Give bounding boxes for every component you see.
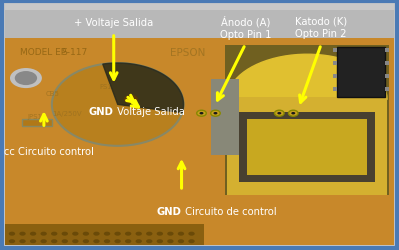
Text: JPS1: JPS1 (27, 113, 42, 119)
Circle shape (197, 111, 206, 117)
Circle shape (115, 232, 121, 236)
Circle shape (72, 232, 79, 236)
Circle shape (124, 96, 138, 104)
Circle shape (146, 239, 152, 243)
Circle shape (188, 239, 195, 243)
Circle shape (51, 239, 57, 243)
Circle shape (275, 111, 284, 117)
Bar (385, 49, 389, 52)
Text: GND: GND (157, 206, 182, 216)
Circle shape (61, 232, 68, 236)
Circle shape (125, 232, 131, 236)
Bar (5, 224, 204, 245)
Text: MODEL EP: MODEL EP (20, 48, 66, 57)
Circle shape (125, 239, 131, 243)
Circle shape (104, 232, 110, 236)
Text: Katodo (K)
Opto Pin 2: Katodo (K) Opto Pin 2 (295, 16, 347, 38)
Bar (227, 98, 387, 195)
Polygon shape (103, 64, 184, 113)
Circle shape (51, 232, 57, 236)
Bar (247, 120, 367, 175)
Circle shape (83, 239, 89, 243)
Circle shape (288, 111, 298, 117)
Bar (211, 80, 239, 155)
Circle shape (9, 232, 15, 236)
Bar (385, 88, 389, 91)
Circle shape (61, 239, 68, 243)
Circle shape (52, 64, 184, 146)
Bar (385, 62, 389, 66)
Circle shape (178, 232, 184, 236)
Bar (333, 88, 337, 91)
Bar (385, 74, 389, 78)
Circle shape (291, 112, 295, 115)
Text: Circuito de control: Circuito de control (182, 206, 276, 216)
Circle shape (19, 239, 26, 243)
Circle shape (30, 239, 36, 243)
Bar (22, 120, 52, 126)
Text: FS1: FS1 (100, 83, 113, 89)
Circle shape (15, 72, 37, 86)
Circle shape (136, 232, 142, 236)
Bar (5, 11, 394, 39)
Circle shape (188, 232, 195, 236)
Circle shape (200, 112, 203, 115)
Circle shape (211, 111, 220, 117)
Circle shape (213, 112, 217, 115)
Circle shape (40, 232, 47, 236)
Text: Voltaje Salida: Voltaje Salida (114, 106, 185, 116)
Circle shape (157, 232, 163, 236)
Text: GND: GND (89, 106, 114, 116)
Circle shape (93, 239, 100, 243)
Bar (333, 62, 337, 66)
Circle shape (277, 112, 281, 115)
Circle shape (136, 239, 142, 243)
Bar (239, 112, 375, 182)
Text: + Voltaje Salida: + Voltaje Salida (74, 18, 153, 28)
Circle shape (167, 232, 174, 236)
Text: Ánodo (A)
Opto Pin 1: Ánodo (A) Opto Pin 1 (219, 16, 271, 40)
Bar (337, 48, 385, 98)
Circle shape (19, 232, 26, 236)
Circle shape (178, 239, 184, 243)
Circle shape (40, 239, 47, 243)
Circle shape (83, 232, 89, 236)
Circle shape (30, 232, 36, 236)
Text: EPSON: EPSON (170, 48, 205, 58)
Text: CB5: CB5 (46, 91, 60, 97)
Circle shape (115, 239, 121, 243)
Circle shape (104, 239, 110, 243)
Polygon shape (227, 55, 387, 100)
Circle shape (10, 69, 42, 89)
Text: 1A/250V: 1A/250V (52, 111, 81, 117)
Bar (333, 74, 337, 78)
Circle shape (72, 239, 79, 243)
Circle shape (167, 239, 174, 243)
Text: Vcc Circuito control: Vcc Circuito control (0, 146, 94, 156)
Circle shape (9, 239, 15, 243)
Bar (333, 49, 337, 52)
Circle shape (146, 232, 152, 236)
Circle shape (157, 239, 163, 243)
Text: S-117: S-117 (62, 48, 88, 57)
Bar (225, 46, 389, 195)
Circle shape (93, 232, 100, 236)
